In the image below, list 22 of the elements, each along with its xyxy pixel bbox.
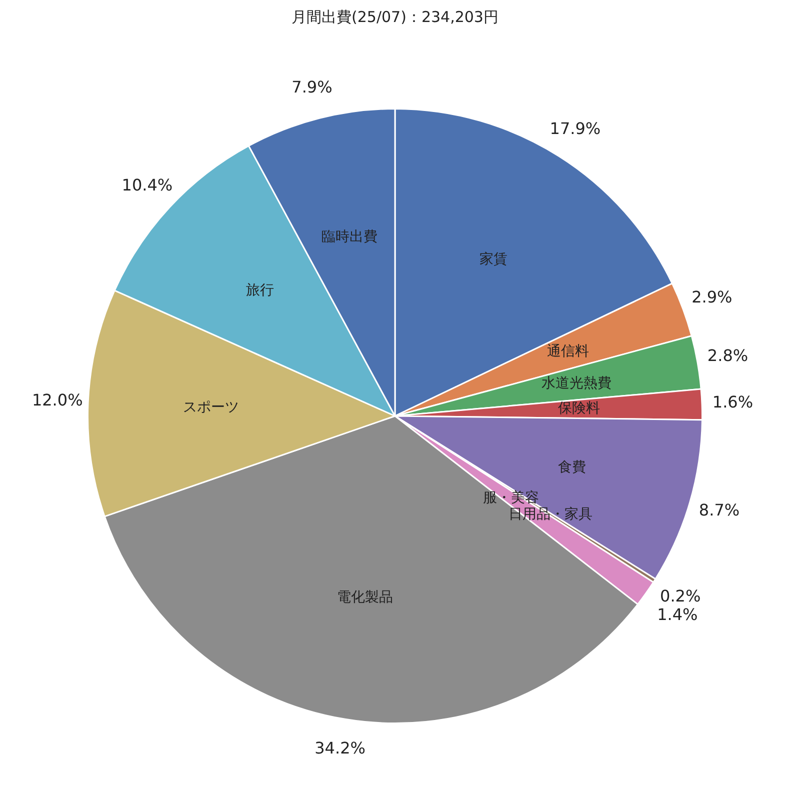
slice-label: 電化製品 xyxy=(337,590,394,606)
data-label: 8.7% xyxy=(698,500,740,520)
data-label: 2.8% xyxy=(707,346,748,366)
slice-label: 臨時出費 xyxy=(322,228,378,245)
slice-label: 旅行 xyxy=(246,282,274,298)
chart-title: 月間出費(25/07)：234,203円 xyxy=(290,8,500,27)
data-label: 1.6% xyxy=(712,392,754,412)
data-label: 17.9% xyxy=(550,119,601,138)
slice-label: 通信料 xyxy=(546,344,589,360)
data-label: 34.2% xyxy=(314,738,366,758)
slice-label: 水道光熱費 xyxy=(542,375,612,392)
data-label: 1.4% xyxy=(657,604,698,624)
data-label: 12.0% xyxy=(32,390,83,410)
slice-label: 食費 xyxy=(558,460,586,476)
data-label: 2.9% xyxy=(692,288,732,307)
data-label: 7.9% xyxy=(292,78,332,97)
slice-label: 日用品・家具 xyxy=(508,506,593,522)
slice-label: 保険料 xyxy=(558,400,600,417)
data-label: 10.4% xyxy=(122,175,173,194)
slice-label: スポーツ xyxy=(182,400,239,416)
data-label: 0.2% xyxy=(660,586,701,606)
slice-label: 家賃 xyxy=(479,252,508,268)
